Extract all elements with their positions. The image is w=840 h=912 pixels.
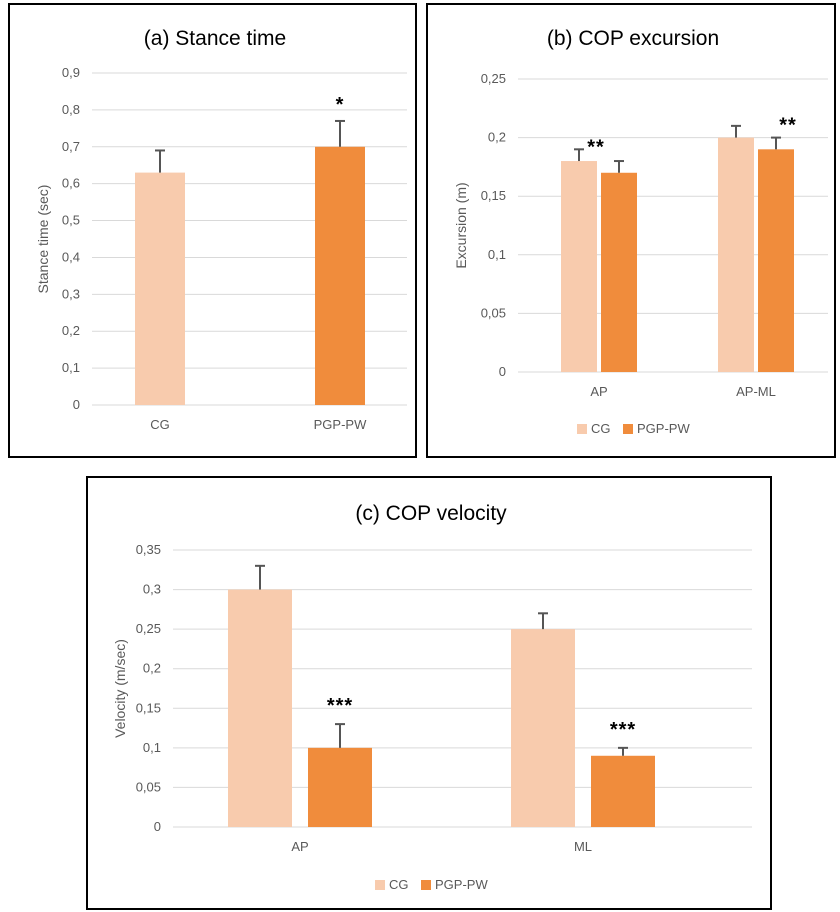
significance-marker: **: [779, 115, 797, 137]
y-tick-label: 0,15: [136, 700, 161, 715]
stance-time-chart: (a) Stance time 0 0,1 0,2 0,3 0,4 0,5 0,6 0,7 0,8…: [35, 27, 407, 432]
bar: [718, 137, 754, 372]
y-tick-label: 0,3: [143, 582, 161, 597]
chart-panel-stance-time: (a) Stance time 0 0,1 0,2 0,3 0,4 0,5 0,6 0,7 0,8…: [8, 3, 417, 458]
y-tick-label: 0,8: [62, 102, 80, 117]
x-category-label: ML: [574, 839, 592, 854]
y-tick-label: 0,05: [136, 779, 161, 794]
y-tick-label: 0,25: [481, 71, 506, 86]
significance-marker: *: [336, 94, 345, 116]
y-tick-label: 0,7: [62, 139, 80, 154]
y-tick-label: 0,25: [136, 621, 161, 636]
significance-marker: **: [587, 136, 605, 158]
y-tick-label: 0,3: [62, 286, 80, 301]
y-tick-label: 0,1: [62, 360, 80, 375]
y-tick-label: 0,15: [481, 188, 506, 203]
chart-title: (b) COP excursion: [547, 27, 719, 50]
bar: [308, 747, 372, 827]
y-tick-label: 0,35: [136, 542, 161, 557]
significance-marker: ***: [327, 695, 353, 717]
y-tick-label: 0,9: [62, 65, 80, 80]
y-tick-label: 0,05: [481, 305, 506, 320]
bar: [601, 172, 637, 372]
legend-label: CG: [389, 877, 409, 892]
y-tick-label: 0,2: [143, 661, 161, 676]
y-tick-label: 0: [154, 819, 161, 834]
x-category-label: PGP-PW: [314, 417, 367, 432]
chart-title: (a) Stance time: [144, 27, 286, 50]
y-tick-label: 0,6: [62, 176, 80, 191]
legend-swatch: [421, 880, 431, 890]
x-category-label: AP: [590, 384, 607, 399]
y-tick-label: 0,1: [143, 740, 161, 755]
bar: [591, 755, 655, 827]
y-axis-label: Stance time (sec): [35, 185, 51, 294]
legend-label: CG: [591, 421, 611, 436]
x-category-label: CG: [150, 417, 170, 432]
legend-swatch: [577, 424, 587, 434]
bar: [315, 146, 365, 405]
significance-marker: ***: [610, 719, 636, 741]
chart-title: (c) COP velocity: [355, 502, 507, 525]
x-category-label: AP: [291, 839, 308, 854]
chart-panel-cop-velocity: (c) COP velocity 0 0,05 0,1 0,15 0,2 0,25 0,3 0,…: [86, 476, 772, 910]
x-category-label: AP-ML: [736, 384, 776, 399]
chart-panel-cop-excursion: (b) COP excursion 0 0,05 0,1 0,15 0,2 0,25 Excu…: [426, 3, 836, 458]
legend-swatch: [623, 424, 633, 434]
bar: [561, 161, 597, 372]
y-tick-label: 0,2: [488, 130, 506, 145]
bar: [758, 149, 794, 372]
bar: [135, 172, 185, 405]
legend-label: PGP-PW: [637, 421, 690, 436]
bar: [511, 629, 575, 827]
y-tick-label: 0: [499, 364, 506, 379]
y-tick-label: 0,5: [62, 213, 80, 228]
legend-swatch: [375, 880, 385, 890]
y-tick-label: 0,4: [62, 249, 80, 264]
cop-velocity-chart: (c) COP velocity 0 0,05 0,1 0,15 0,2 0,25 0,3 0,…: [112, 502, 752, 892]
legend-label: PGP-PW: [435, 877, 488, 892]
y-tick-label: 0,1: [488, 247, 506, 262]
y-axis-label: Velocity (m/sec): [112, 639, 128, 738]
y-axis-label: Excursion (m): [453, 182, 469, 268]
bar: [228, 589, 292, 827]
y-tick-label: 0: [73, 397, 80, 412]
cop-excursion-chart: (b) COP excursion 0 0,05 0,1 0,15 0,2 0,25 Excu…: [453, 27, 828, 436]
y-tick-label: 0,2: [62, 323, 80, 338]
